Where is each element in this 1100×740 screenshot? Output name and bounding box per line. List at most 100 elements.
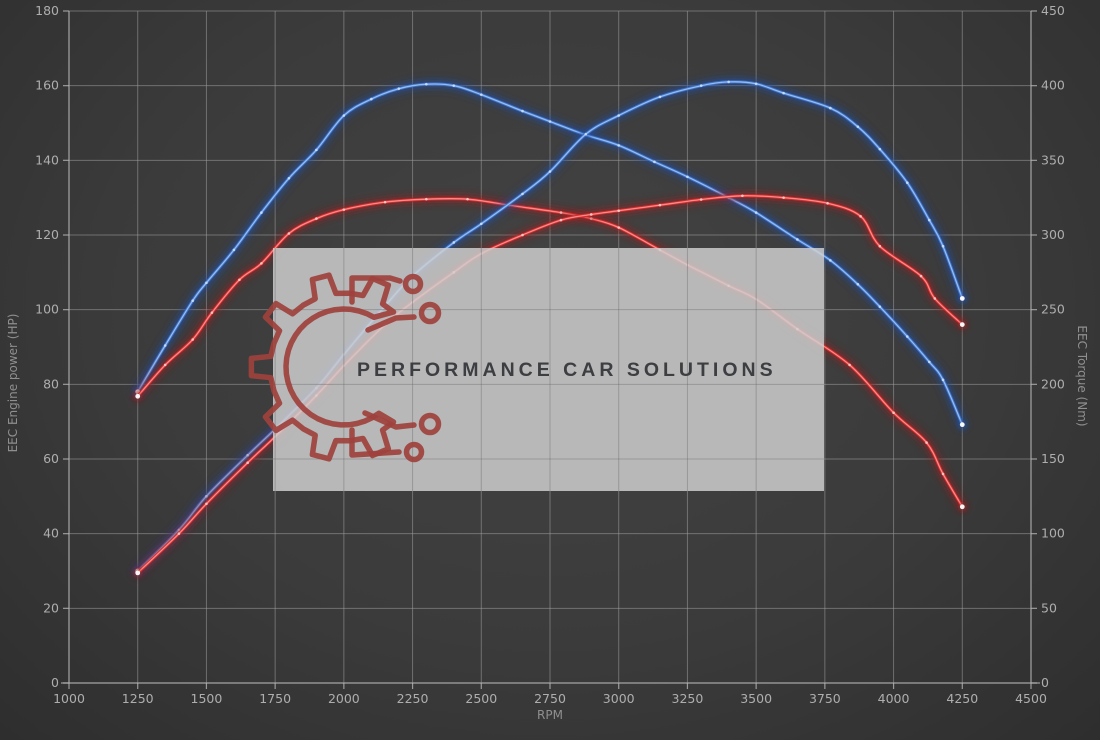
gear-outline: [248, 272, 397, 462]
data-point-dot: [521, 109, 524, 113]
left-tick-label: 0: [51, 675, 59, 690]
x-tick-label: 4000: [878, 691, 910, 706]
data-point-dot: [342, 208, 346, 211]
data-point-dot: [741, 194, 744, 198]
data-point-dot: [959, 422, 965, 428]
right-axis-title: EEC Torque (Nm): [1075, 325, 1089, 426]
data-point-dot: [617, 114, 621, 117]
data-point-dot: [287, 176, 291, 180]
data-point-dot: [686, 175, 689, 179]
data-point-dot: [928, 218, 931, 222]
right-tick-label: 50: [1041, 600, 1057, 615]
data-point-dot: [232, 248, 236, 252]
data-point-dot: [754, 211, 758, 214]
data-point-dot: [479, 93, 483, 96]
data-point-dot: [856, 282, 860, 286]
x-tick-label: 4500: [1015, 691, 1047, 706]
left-tick-label: 80: [43, 376, 59, 391]
data-point-dot: [238, 278, 241, 282]
x-tick-label: 1000: [53, 691, 85, 706]
circuit-node: [418, 412, 442, 436]
data-point-dot: [205, 281, 208, 285]
x-tick-label: 2250: [397, 691, 429, 706]
left-tick-label: 40: [43, 526, 59, 541]
circuit-node: [403, 441, 425, 463]
data-point-dot: [452, 241, 456, 244]
data-point-dot: [959, 296, 965, 301]
right-tick-label: 100: [1041, 526, 1065, 541]
data-point-dot: [548, 170, 552, 173]
x-tick-label: 3250: [672, 691, 704, 706]
data-point-dot: [163, 344, 167, 347]
axes: 1000 1250 1500 1750 2000 2250 2500 2750 3000 3250…: [35, 3, 1065, 706]
data-point-dot: [617, 209, 621, 213]
watermark-text: PERFORMANCE CAR SOLUTIONS: [357, 359, 777, 381]
data-point-dot: [584, 132, 588, 136]
data-point-dot: [959, 504, 965, 510]
data-point-dot: [521, 233, 524, 237]
data-point-dot: [342, 114, 346, 117]
left-tick-label: 160: [35, 78, 59, 93]
data-point-dot: [260, 262, 263, 265]
data-point-dot: [315, 217, 318, 220]
data-point-dot: [878, 147, 882, 151]
data-point-dot: [859, 215, 862, 218]
data-point-dot: [287, 232, 291, 235]
data-point-dot: [452, 84, 456, 87]
data-point-dot: [135, 570, 141, 576]
data-point-dot: [466, 197, 469, 201]
data-point-dot: [397, 87, 401, 90]
data-point-dot: [699, 198, 703, 201]
x-tick-label: 4250: [946, 691, 978, 706]
data-point-dot: [260, 211, 263, 214]
data-point-dot: [878, 244, 882, 248]
x-tick-label: 1750: [259, 691, 291, 706]
data-point-dot: [210, 311, 214, 314]
left-axis-title: EEC Engine power (HP): [6, 314, 20, 453]
data-point-dot: [370, 97, 373, 101]
x-tick-label: 3750: [809, 691, 841, 706]
data-point-dot: [941, 472, 945, 476]
circuit-trace: [365, 314, 417, 333]
left-tick-label: 120: [35, 227, 59, 242]
data-point-dot: [796, 238, 799, 241]
data-point-dot: [782, 91, 785, 95]
right-tick-label: 400: [1041, 78, 1065, 93]
x-tick-label: 3000: [603, 691, 635, 706]
data-point-dot: [941, 244, 945, 248]
data-point-dot: [829, 106, 832, 110]
data-point-dot: [479, 222, 483, 226]
left-tick-label: 60: [43, 451, 59, 466]
right-tick-label: 0: [1041, 675, 1049, 690]
gear-circuit-logo: [248, 272, 442, 463]
x-tick-label: 1250: [122, 691, 154, 706]
x-axis-title: RPM: [537, 708, 563, 722]
data-point-dot: [135, 393, 141, 399]
data-point-dot: [653, 160, 656, 164]
right-tick-label: 250: [1041, 302, 1065, 317]
data-point-dot: [856, 125, 860, 129]
circuit-trace: [349, 275, 403, 305]
data-point-dot: [928, 360, 931, 364]
data-point-dot: [205, 502, 208, 506]
data-point-dot: [925, 441, 928, 444]
x-tick-label: 3500: [740, 691, 772, 706]
data-point-dot: [617, 144, 621, 147]
data-point-dot: [163, 363, 167, 367]
data-point-dot: [941, 378, 945, 382]
data-point-dot: [892, 411, 895, 415]
x-tick-label: 2750: [534, 691, 566, 706]
circuit-node: [402, 273, 424, 295]
data-point-dot: [658, 203, 662, 207]
circuit-trace: [349, 427, 402, 458]
circuit-trace: [362, 410, 417, 430]
data-point-dot: [559, 218, 563, 222]
left-tick-label: 100: [35, 302, 59, 317]
right-tick-label: 150: [1041, 451, 1065, 466]
right-tick-label: 350: [1041, 152, 1065, 167]
data-point-dot: [315, 148, 318, 152]
data-point-dot: [959, 322, 965, 327]
left-tick-label: 20: [43, 600, 59, 615]
